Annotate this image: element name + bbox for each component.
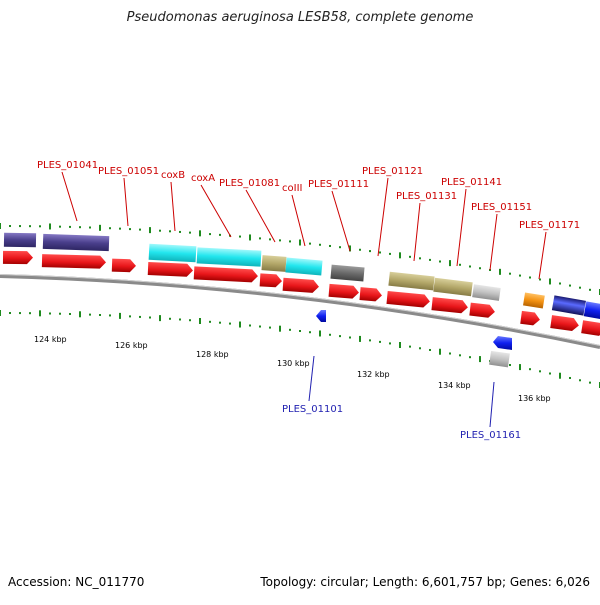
label-leader-line	[61, 171, 78, 222]
gene-label[interactable]: PLES_01041	[37, 160, 98, 171]
gene-label[interactable]: PLES_01141	[441, 177, 502, 188]
forward-gene-arrow[interactable]	[111, 258, 136, 273]
label-leader-line	[291, 194, 306, 247]
scale-label: 126 kbp	[115, 341, 148, 350]
forward-gene-arrow[interactable]	[2, 250, 33, 265]
feature-block-multi[interactable]	[551, 295, 586, 316]
feature-block-orange[interactable]	[523, 292, 545, 309]
forward-gene-arrow[interactable]	[147, 262, 194, 277]
label-leader-line	[331, 190, 351, 252]
feature-block-navy[interactable]	[583, 301, 600, 320]
genome-title: Pseudomonas aeruginosa LESB58, complete …	[126, 10, 474, 25]
label-leader-line	[308, 355, 315, 402]
label-leader-line	[489, 381, 495, 428]
label-leader-line	[456, 188, 467, 267]
forward-strand-tick-row	[0, 223, 600, 295]
gene-label[interactable]: PLES_01121	[362, 166, 423, 177]
feature-block-navy[interactable]	[3, 232, 37, 248]
forward-gene-arrow[interactable]	[328, 283, 360, 299]
forward-gene-arrow[interactable]	[469, 302, 495, 319]
gene-label[interactable]: coxA	[191, 173, 215, 184]
feature-block-cyan[interactable]	[196, 247, 262, 267]
gene-label[interactable]: PLES_01051	[98, 166, 159, 177]
label-leader-line	[538, 231, 547, 280]
scale-label: 128 kbp	[196, 350, 229, 359]
gene-label[interactable]: PLES_01081	[219, 178, 280, 189]
genome-backbone-highlight	[0, 274, 600, 346]
forward-gene-arrow[interactable]	[41, 254, 106, 269]
gene-label[interactable]: coIII	[282, 183, 302, 194]
feature-track	[3, 232, 600, 320]
label-leader-line	[170, 181, 176, 232]
forward-gene-arrow[interactable]	[193, 266, 259, 283]
gene-label[interactable]: PLES_01131	[396, 191, 457, 202]
feature-block-cyan[interactable]	[148, 243, 197, 263]
reverse-gene-arrow[interactable]	[493, 336, 512, 350]
accession-text: Accession: NC_011770	[8, 575, 145, 589]
label-leader-line	[413, 202, 421, 262]
gene-label[interactable]: PLES_01151	[471, 202, 532, 213]
label-leader-line	[245, 189, 276, 243]
forward-gene-arrow[interactable]	[520, 310, 541, 326]
feature-block-silver[interactable]	[472, 284, 501, 301]
forward-gene-arrow[interactable]	[581, 320, 600, 336]
position-scale-tick-row	[0, 310, 600, 388]
forward-gene-arrow[interactable]	[259, 273, 283, 288]
forward-gene-arrow[interactable]	[386, 290, 430, 308]
feature-block-khaki[interactable]	[433, 277, 473, 297]
gene-label[interactable]: PLES_01171	[519, 220, 580, 231]
label-leader-line	[377, 177, 389, 257]
label-leader-line	[489, 213, 498, 271]
label-leader-line	[123, 177, 129, 227]
feature-block-dark-gray[interactable]	[330, 264, 365, 282]
scale-label: 130 kbp	[277, 359, 310, 368]
feature-block-khaki[interactable]	[388, 271, 435, 291]
gene-label[interactable]: PLES_01101	[282, 404, 343, 415]
forward-gene-arrow[interactable]	[359, 287, 382, 302]
forward-cds-track	[2, 250, 600, 336]
feature-block-navy[interactable]	[42, 233, 110, 252]
label-leader-line	[200, 184, 232, 238]
forward-gene-arrow[interactable]	[431, 297, 468, 314]
gene-label[interactable]: coxB	[161, 170, 185, 181]
reverse-feature-block-silver[interactable]	[489, 350, 510, 368]
scale-labels: 124 kbp 126 kbp 128 kbp 130 kbp 132 kbp …	[34, 335, 551, 403]
gene-label[interactable]: PLES_01111	[308, 179, 369, 190]
feature-block-khaki[interactable]	[261, 255, 287, 272]
scale-label: 132 kbp	[357, 370, 390, 379]
forward-gene-arrow[interactable]	[282, 277, 320, 293]
genome-summary-text: Topology: circular; Length: 6,601,757 bp…	[260, 575, 590, 589]
reverse-cds-track	[316, 310, 512, 368]
scale-label: 134 kbp	[438, 381, 471, 390]
feature-block-cyan[interactable]	[285, 257, 323, 276]
gene-label[interactable]: PLES_01161	[460, 430, 521, 441]
scale-label: 136 kbp	[518, 394, 551, 403]
genome-backbone	[0, 274, 600, 349]
forward-gene-arrow[interactable]	[550, 315, 580, 332]
scale-label: 124 kbp	[34, 335, 67, 344]
gene-label-leaders	[61, 171, 547, 428]
gene-labels: PLES_01041 PLES_01051 coxB coxA PLES_010…	[37, 160, 580, 441]
reverse-gene-arrow[interactable]	[316, 310, 326, 322]
